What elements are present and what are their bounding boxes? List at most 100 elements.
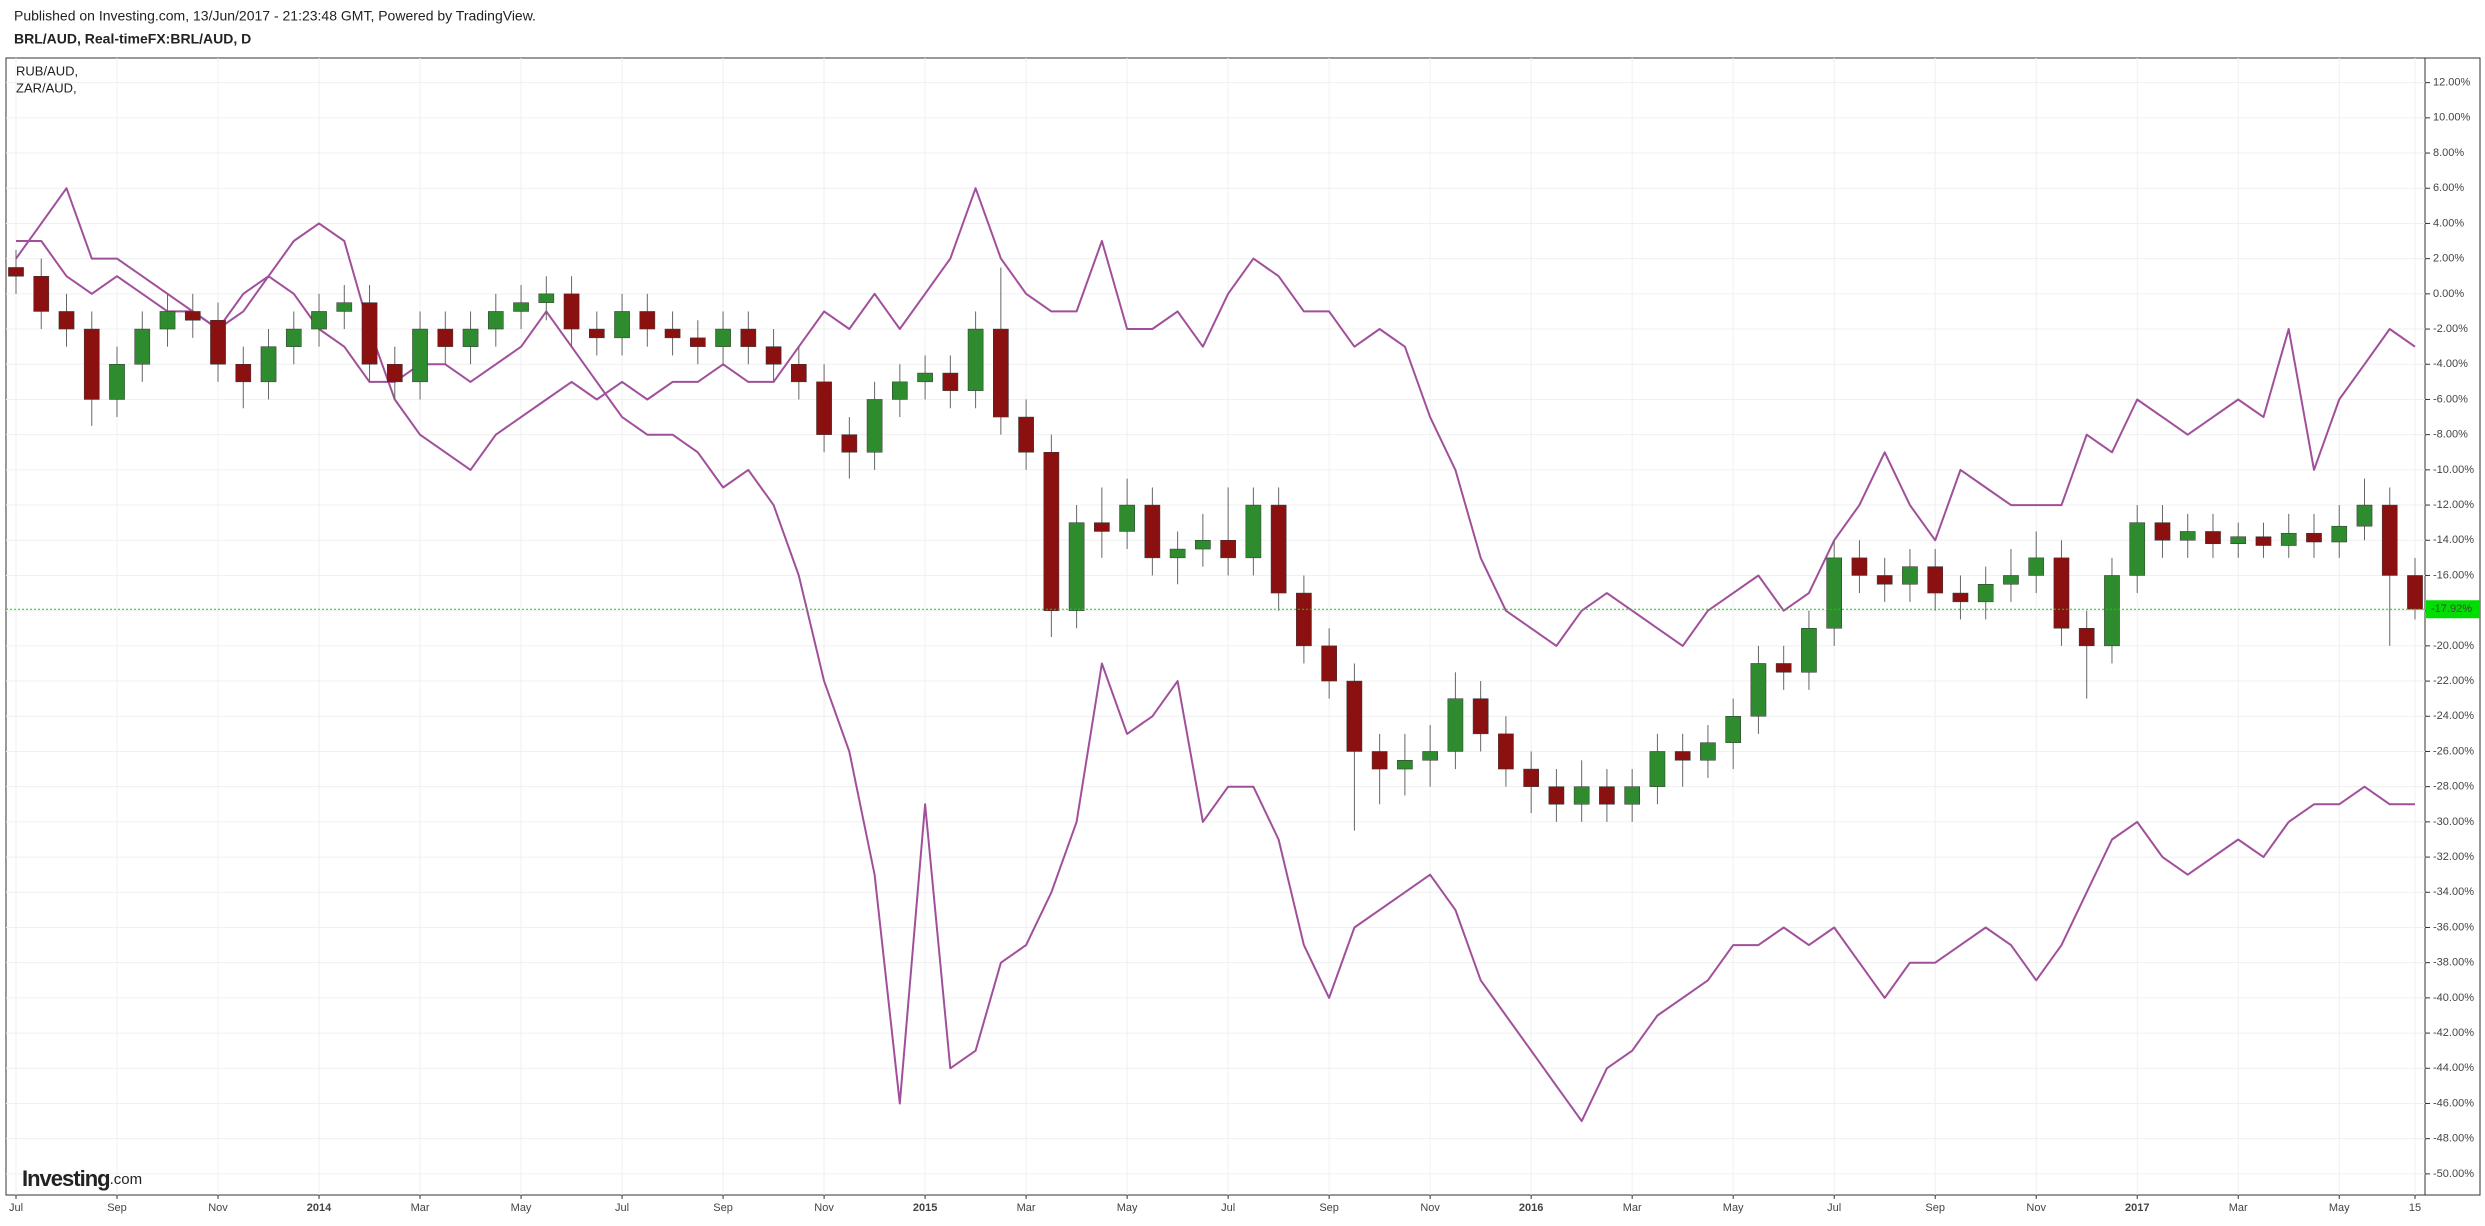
candle-body [2078,628,2095,647]
candle-body [2104,575,2120,647]
candle-body [2179,531,2196,541]
y-tick-label: -16.00% [2433,569,2474,581]
candle-body [1018,416,1034,453]
candle-body [1472,698,1489,735]
candle-body [2381,504,2398,576]
candle-body [538,293,555,303]
x-tick-label: Mar [1623,1202,1642,1214]
candle-body [1902,566,1918,585]
y-tick-label: -30.00% [2433,816,2474,828]
candle-body [159,311,176,330]
x-tick-label: 15 [2409,1202,2421,1214]
candle-body [1876,575,1893,585]
y-tick-label: -50.00% [2433,1168,2474,1180]
candle-body [134,328,151,365]
last-value-box [2426,600,2480,619]
candle-body [83,328,100,400]
candle-body [588,328,605,339]
candle-body [1144,504,1161,559]
y-tick-label: -10.00% [2433,464,2474,476]
y-tick-label: -28.00% [2433,781,2474,793]
x-tick-label: Nov [208,1202,228,1214]
candle-body [487,311,504,330]
x-tick-label: Jul [1221,1202,1235,1214]
candle-body [336,302,353,312]
candle-body [1826,557,1843,629]
y-tick-label: -48.00% [2433,1133,2474,1145]
candle-body [2053,557,2070,629]
candle-body [1851,557,1868,576]
x-tick-label: May [1117,1202,1138,1214]
candle-body [285,328,302,347]
candle-body [109,364,125,400]
chart-title: BRL/AUD, Real-timeFX:BRL/AUD, D [14,31,251,47]
x-tick-label: Nov [814,1202,834,1214]
y-tick-label: 12.00% [2433,77,2471,89]
candle-body [1447,698,1464,752]
y-tick-label: 8.00% [2433,147,2464,159]
candle-body [791,364,807,383]
candle-body [2154,522,2171,541]
candle-body [1169,548,1186,559]
y-tick-label: -40.00% [2433,992,2474,1004]
candle-body [437,328,454,347]
candle-body [2003,575,2019,585]
plot-area [6,187,2425,1123]
candle-body [412,328,428,383]
watermark: Investing.com [22,1166,142,1191]
candle-body [892,381,908,400]
candle-body [1195,540,1211,550]
x-tick-label: Sep [1319,1202,1339,1214]
x-tick-label: Nov [1420,1202,1440,1214]
candle-body [1321,645,1337,682]
y-tick-label: 0.00% [2433,288,2464,300]
candle-body [765,346,782,365]
candle-body [740,328,757,347]
candle-body [2255,536,2272,546]
y-tick-label: -34.00% [2433,886,2474,898]
candle-body [1775,663,1792,673]
x-tick-label: 2016 [1519,1202,1543,1214]
legend-entry: RUB/AUD, [16,63,78,78]
candle-body [2205,531,2221,545]
candle-body [841,434,858,453]
axes: 12.00% 10.00% 8.00% 6.00% 4.00% 2.00% 0.00% -2.… [9,77,2480,1214]
candle-body [260,346,277,383]
candle-body [993,328,1009,418]
y-tick-label: -12.00% [2433,499,2474,511]
candle-body [1649,751,1666,787]
y-tick-label: -32.00% [2433,851,2474,863]
candle-body [639,311,656,330]
x-tick-label: Mar [1017,1202,1036,1214]
watermark-suffix: .com [110,1171,143,1188]
candle-body [1725,716,1742,743]
x-tick-label: May [1723,1202,1744,1214]
x-tick-label: Sep [1925,1202,1945,1214]
y-tick-label: -22.00% [2433,675,2474,687]
candle-body [2356,504,2373,527]
y-tick-label: 6.00% [2433,182,2464,194]
y-tick-label: 2.00% [2433,253,2464,265]
x-tick-label: 2014 [307,1202,332,1214]
candle-body [1270,504,1287,594]
candle-body [2280,532,2297,546]
x-tick-label: Sep [107,1202,127,1214]
candle-body [2331,525,2348,543]
candle-body [1498,733,1514,770]
candle-body [8,267,24,277]
x-tick-label: Sep [713,1202,733,1214]
candle-body [1346,680,1363,752]
last-value-label: -17.92% [2431,603,2472,615]
candle-body [1573,786,1590,805]
published-note: Published on Investing.com, 13/Jun/2017 … [14,8,536,24]
watermark-brand: Investing [22,1166,110,1191]
candle-body [1220,540,1236,559]
y-tick-label: -36.00% [2433,921,2474,933]
candle-body [715,328,731,347]
y-tick-label: -14.00% [2433,534,2474,546]
candle-body [967,328,984,391]
candle-body [1245,504,1262,559]
x-tick-label: Jul [9,1202,23,1214]
candle-body [1094,522,1110,532]
